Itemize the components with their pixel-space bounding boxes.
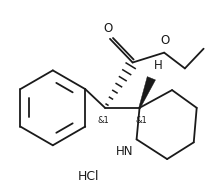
Text: O: O [160,34,170,47]
Text: HCl: HCl [78,170,99,183]
Text: HN: HN [116,145,134,158]
Text: O: O [103,22,113,35]
Text: &1: &1 [136,116,147,125]
Text: H: H [154,59,163,72]
Polygon shape [139,77,156,108]
Text: &1: &1 [97,116,109,125]
